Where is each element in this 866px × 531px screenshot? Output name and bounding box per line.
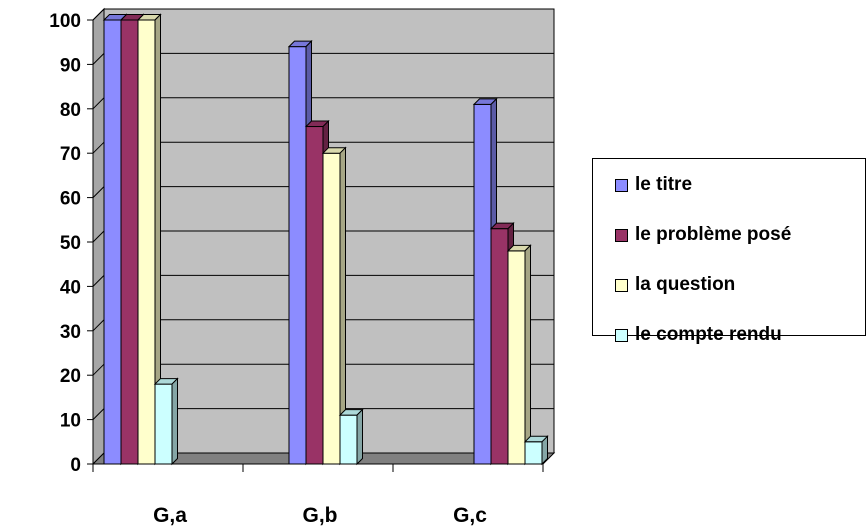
- y-tick-label: 20: [60, 366, 81, 387]
- bar-front: [339, 414, 358, 465]
- y-tick-label: 40: [60, 277, 81, 298]
- bar-front: [322, 152, 341, 465]
- y-tick-label: 70: [60, 144, 81, 165]
- bar-front: [490, 228, 509, 465]
- bar: [338, 408, 364, 466]
- x-category-label: G,a: [153, 504, 187, 527]
- bar: [506, 244, 532, 466]
- bar-side: [171, 377, 178, 466]
- legend-label-la-question: la question: [635, 274, 736, 295]
- bar-side: [356, 408, 363, 466]
- y-tick-label: 30: [60, 322, 81, 343]
- y-tick-label: 0: [70, 455, 81, 476]
- bar-side: [524, 244, 531, 466]
- bars: [102, 13, 549, 466]
- legend-swatch-la-question: [615, 278, 628, 292]
- axis-labels: 0 10 20 30 40 50 60 70 80 90 100 G,a G,b G,c: [49, 11, 487, 527]
- legend-swatch-le-titre: [615, 178, 628, 192]
- bar-front: [288, 46, 307, 465]
- bar: [321, 146, 347, 466]
- legend-swatch-le-probleme-pose: [615, 228, 628, 242]
- legend-label-le-probleme-pose: le problème posé: [635, 224, 792, 245]
- bar-front: [507, 250, 526, 465]
- bar-front: [120, 19, 139, 465]
- legend-item-le-probleme-pose: le problème posé: [615, 223, 791, 247]
- legend-item-le-titre: le titre: [615, 173, 692, 197]
- legend-item-le-compte-rendu: le compte rendu: [615, 323, 782, 347]
- gridline: [92, 8, 554, 21]
- legend: le titre le problème posé la question le…: [592, 158, 866, 345]
- legend-item-la-question: la question: [615, 273, 735, 297]
- legend-swatch-le-compte-rendu: [615, 328, 628, 342]
- y-tick-label: 100: [49, 11, 81, 32]
- bar-front: [473, 103, 492, 465]
- y-tick-label: 50: [60, 233, 81, 254]
- bar-front: [103, 19, 122, 465]
- y-tick-label: 80: [60, 100, 81, 121]
- bar-front: [305, 126, 324, 465]
- x-category-label: G,b: [303, 504, 338, 527]
- y-tick-label: 10: [60, 411, 81, 432]
- y-tick-label: 60: [60, 189, 81, 210]
- bar-front: [524, 441, 543, 465]
- bar-side: [541, 435, 548, 466]
- bar-front: [154, 383, 173, 465]
- bar-front: [137, 19, 156, 465]
- x-category-label: G,c: [453, 504, 487, 527]
- legend-label-le-compte-rendu: le compte rendu: [635, 324, 782, 345]
- y-tick-label: 90: [60, 55, 81, 76]
- legend-label-le-titre: le titre: [635, 174, 693, 195]
- bar: [523, 435, 549, 466]
- bar: [153, 377, 179, 466]
